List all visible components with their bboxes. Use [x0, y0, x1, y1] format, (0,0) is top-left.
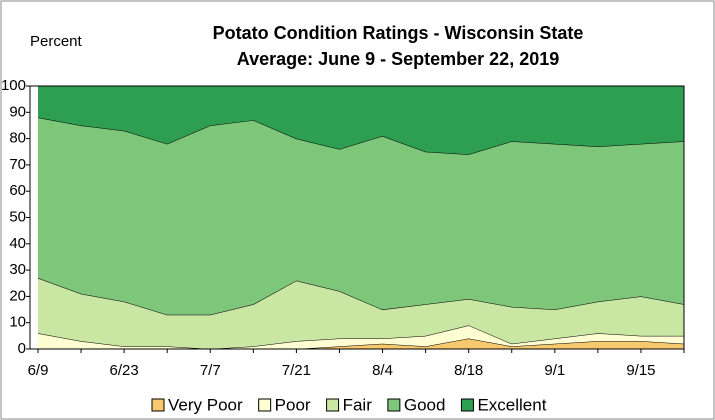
y-tick-label: 50 — [9, 208, 26, 225]
chart-subtitle: Average: June 9 - September 22, 2019 — [237, 49, 560, 69]
area — [38, 86, 684, 155]
x-tick-label: 6/23 — [110, 362, 139, 379]
area — [38, 325, 684, 349]
y-tick-label: 60 — [9, 182, 26, 199]
legend-label: Good — [404, 395, 446, 414]
y-tick-label: 30 — [9, 261, 26, 278]
x-tick-label: 6/9 — [28, 362, 49, 379]
y-tick-label: 40 — [9, 235, 26, 252]
x-tick-label: 8/4 — [372, 362, 393, 379]
y-tick-label: 100 — [1, 77, 26, 94]
legend-label: Fair — [343, 395, 373, 414]
x-tick-label: 9/15 — [626, 362, 655, 379]
y-tick-label: 20 — [9, 287, 26, 304]
area — [38, 117, 684, 315]
y-tick-label: 0 — [18, 340, 26, 357]
legend-swatch — [387, 398, 401, 412]
y-tick-label: 10 — [9, 314, 26, 331]
y-tick-label: 90 — [9, 103, 26, 120]
y-tick-label: 70 — [9, 156, 26, 173]
legend-label: Poor — [275, 395, 311, 414]
x-tick-label: 8/18 — [454, 362, 483, 379]
legend-label: Excellent — [477, 395, 546, 414]
x-tick-label: 9/1 — [544, 362, 565, 379]
x-tick-label: 7/21 — [282, 362, 311, 379]
x-tick-label: 7/7 — [200, 362, 221, 379]
legend-swatch — [326, 398, 340, 412]
legend-swatch — [460, 398, 474, 412]
y-axis-label: Percent — [30, 33, 83, 50]
legend-swatch — [258, 398, 272, 412]
area — [38, 277, 684, 349]
y-tick-label: 80 — [9, 130, 26, 147]
legend-label: Very Poor — [168, 395, 243, 414]
area — [38, 338, 684, 349]
chart-title: Potato Condition Ratings - Wisconsin Sta… — [213, 23, 584, 43]
legend-swatch — [151, 398, 165, 412]
